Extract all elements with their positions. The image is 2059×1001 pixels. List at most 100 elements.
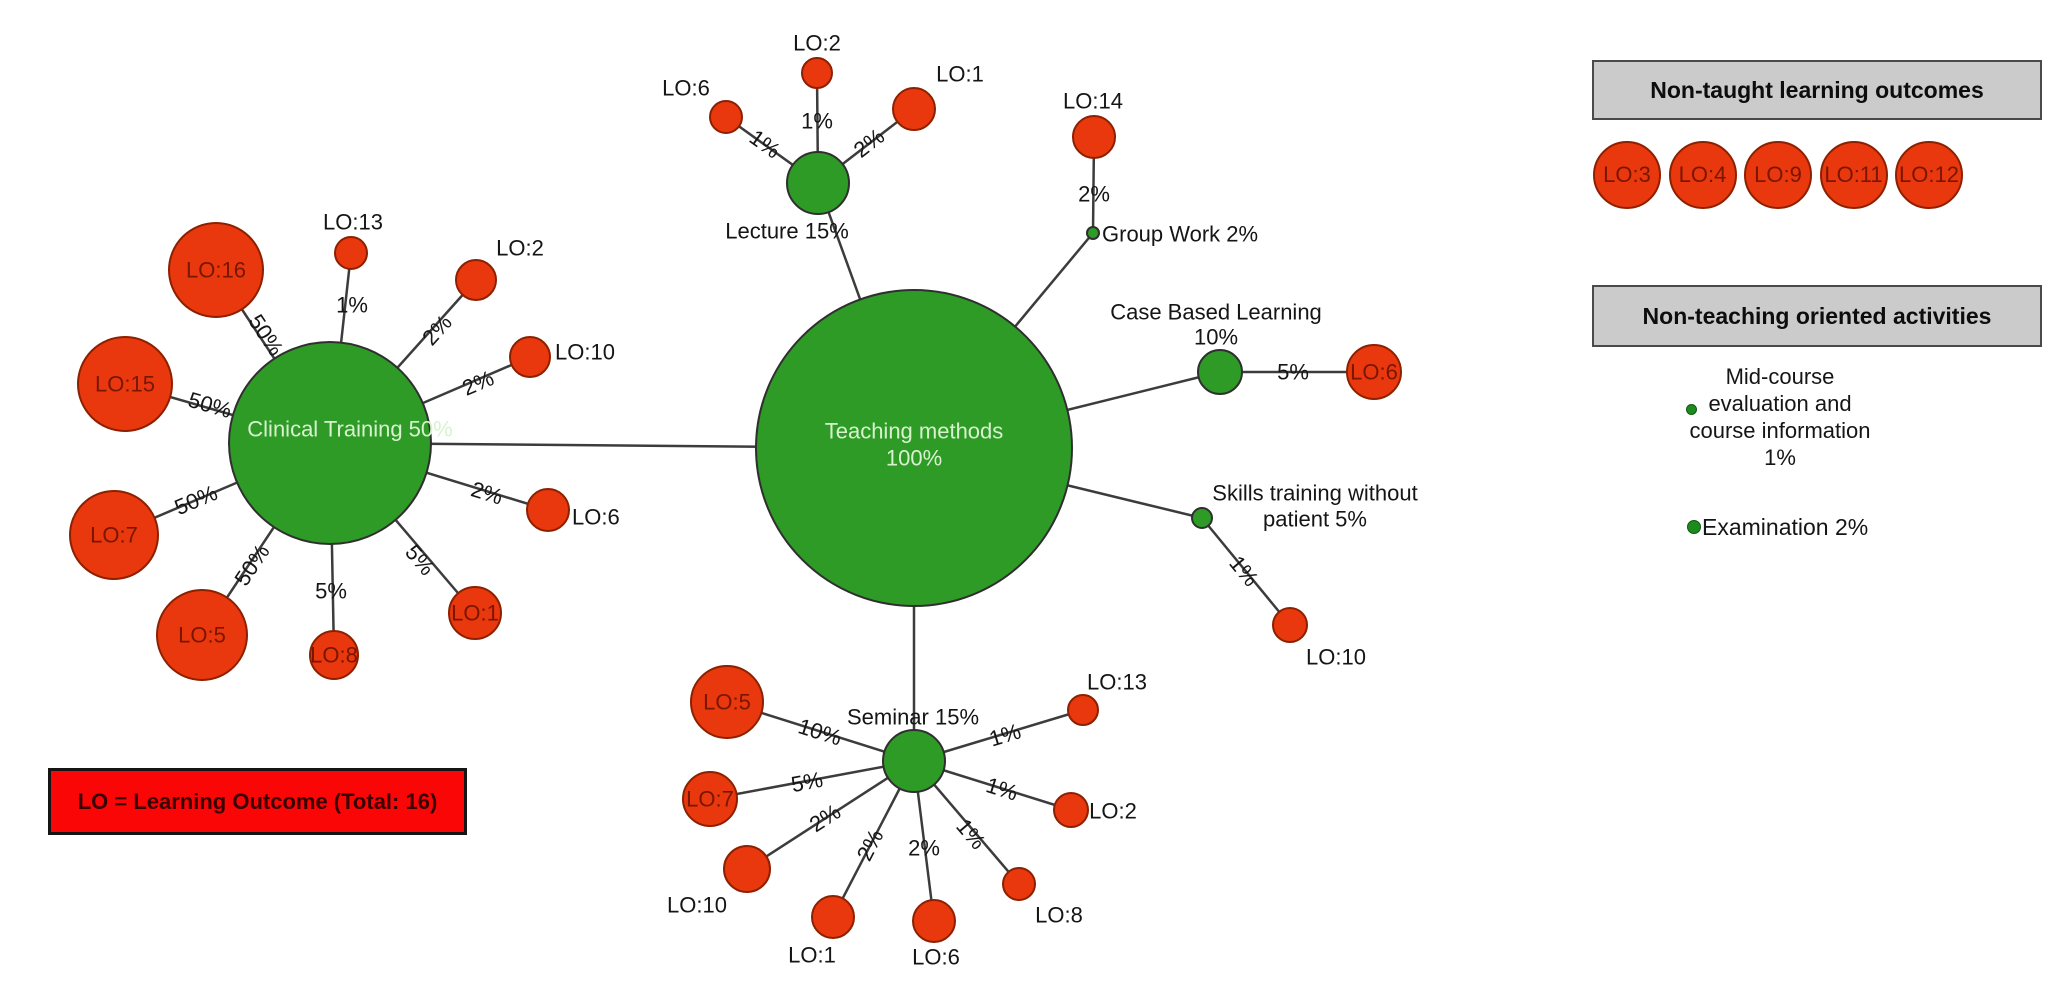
node-label-c_lo2: LO:2 bbox=[496, 236, 544, 261]
node-c_lo10 bbox=[509, 336, 551, 378]
node-label-sem_lo5: LO:5 bbox=[703, 690, 751, 715]
node-c_lo15 bbox=[77, 336, 173, 432]
node-sem_lo8 bbox=[1002, 867, 1036, 901]
legend-outcome-circle: LO:3 bbox=[1593, 141, 1661, 209]
node-sk_lo10 bbox=[1272, 607, 1308, 643]
midcourse-activity-dot-icon bbox=[1686, 404, 1697, 415]
node-label-seminar: Seminar 15% bbox=[847, 705, 979, 730]
node-c_lo5 bbox=[156, 589, 248, 681]
node-label-c_lo1: LO:1 bbox=[451, 601, 499, 626]
node-label-sem_lo13: LO:13 bbox=[1087, 670, 1147, 695]
edge-skills-sk_lo10 bbox=[1201, 517, 1291, 626]
node-skills bbox=[1191, 507, 1213, 529]
node-label-c_lo16: LO:16 bbox=[186, 258, 246, 283]
node-sem_lo1 bbox=[811, 895, 855, 939]
node-sem_lo10 bbox=[723, 845, 771, 893]
examination-activity-label: Examination 2% bbox=[1702, 514, 1869, 540]
node-c_lo7 bbox=[69, 490, 159, 580]
node-label-l_lo1: LO:1 bbox=[936, 62, 984, 87]
node-label-sem_lo8: LO:8 bbox=[1035, 903, 1083, 928]
node-label-l_lo6: LO:6 bbox=[662, 76, 710, 101]
edge-weight-label: 50% bbox=[171, 480, 221, 520]
edge-weight-label: 2% bbox=[852, 825, 889, 865]
node-sem_lo2 bbox=[1053, 792, 1089, 828]
node-label-sem_lo10: LO:10 bbox=[667, 893, 727, 918]
examination-activity-dot-icon bbox=[1687, 520, 1701, 534]
node-label-c_lo15: LO:15 bbox=[95, 372, 155, 397]
edge-weight-label: 10% bbox=[795, 713, 845, 750]
legend-outcome-circle: LO:4 bbox=[1668, 141, 1737, 209]
edge-weight-label: 5% bbox=[789, 767, 825, 797]
node-c_lo2 bbox=[455, 259, 497, 301]
node-casebased bbox=[1197, 349, 1243, 395]
node-label-teaching: Teaching methods bbox=[825, 419, 1004, 444]
node-label-sem_lo1: LO:1 bbox=[788, 943, 836, 968]
node-c_lo6 bbox=[526, 488, 570, 532]
node-label-teaching: 100% bbox=[886, 446, 942, 471]
node-label-sk_lo10: LO:10 bbox=[1306, 645, 1366, 670]
node-l_lo6 bbox=[709, 100, 743, 134]
edge-weight-label: 1% bbox=[336, 293, 368, 318]
edge-weight-label: 2% bbox=[417, 310, 457, 350]
node-l_lo1 bbox=[892, 87, 936, 131]
node-label-c_lo7: LO:7 bbox=[90, 523, 138, 548]
node-label-c_lo5: LO:5 bbox=[178, 623, 226, 648]
edge-weight-label: 5% bbox=[1277, 360, 1309, 385]
edge-weight-label: 1% bbox=[745, 125, 785, 164]
node-label-sem_lo7: LO:7 bbox=[686, 787, 734, 812]
node-label-sem_lo2: LO:2 bbox=[1089, 799, 1137, 824]
midcourse-activity-label: Mid-course evaluation and course informa… bbox=[1664, 363, 1896, 471]
node-sem_lo7 bbox=[682, 771, 738, 827]
node-label-groupwork: Group Work 2% bbox=[1102, 222, 1258, 247]
node-label-g_lo14: LO:14 bbox=[1063, 89, 1123, 114]
node-cb_lo6 bbox=[1346, 344, 1402, 400]
node-l_lo2 bbox=[801, 57, 833, 89]
edge-weight-label: 1% bbox=[801, 109, 833, 134]
node-label-c_lo6: LO:6 bbox=[572, 505, 620, 530]
node-sem_lo6 bbox=[912, 899, 956, 943]
legend-outcome-circle: LO:12 bbox=[1895, 141, 1963, 209]
node-label-clinical: Clinical Training 50% bbox=[247, 417, 452, 442]
node-label-l_lo2: LO:2 bbox=[793, 31, 841, 56]
node-c_lo16 bbox=[168, 222, 264, 318]
node-label-lecture: Lecture 15% bbox=[725, 219, 849, 244]
node-clinical bbox=[228, 341, 432, 545]
node-groupwork bbox=[1086, 226, 1100, 240]
node-label-casebased: 10% bbox=[1194, 325, 1238, 350]
abbreviation-note: LO = Learning Outcome (Total: 16) bbox=[48, 768, 467, 835]
edge-weight-label: 5% bbox=[400, 540, 440, 580]
edge-weight-label: 50% bbox=[243, 310, 288, 361]
edge-seminar-sem_lo7 bbox=[709, 759, 915, 801]
node-teaching bbox=[755, 289, 1073, 607]
legend-outcome-circle: LO:11 bbox=[1819, 141, 1888, 209]
edge-weight-label: 2% bbox=[849, 123, 889, 162]
node-seminar bbox=[882, 729, 946, 793]
node-sem_lo13 bbox=[1067, 694, 1099, 726]
node-label-skills: Skills training without bbox=[1212, 481, 1417, 506]
edge-weight-label: 2% bbox=[1078, 182, 1110, 207]
legend-non-taught-header: Non-taught learning outcomes bbox=[1592, 60, 2042, 120]
edge-weight-label: 1% bbox=[986, 718, 1024, 751]
node-label-skills: patient 5% bbox=[1263, 507, 1367, 532]
node-lecture bbox=[786, 151, 850, 215]
legend-outcome-circle: LO:9 bbox=[1744, 141, 1812, 209]
node-label-cb_lo6: LO:6 bbox=[1350, 360, 1398, 385]
midcourse-line-4: 1% bbox=[1764, 445, 1796, 470]
midcourse-line-1: Mid-course bbox=[1725, 364, 1835, 389]
midcourse-line-2: evaluation and bbox=[1708, 391, 1852, 416]
edge-weight-label: 50% bbox=[185, 387, 234, 423]
edge-weight-label: 1% bbox=[983, 772, 1021, 805]
node-c_lo13 bbox=[334, 236, 368, 270]
edge-seminar-sem_lo10 bbox=[746, 759, 915, 871]
node-label-sem_lo6: LO:6 bbox=[912, 945, 960, 970]
node-label-c_lo13: LO:13 bbox=[323, 210, 383, 235]
edge-weight-label: 1% bbox=[951, 814, 991, 854]
node-g_lo14 bbox=[1072, 115, 1116, 159]
edge-weight-label: 5% bbox=[315, 579, 347, 604]
edge-weight-label: 2% bbox=[805, 799, 845, 837]
node-sem_lo5 bbox=[690, 665, 764, 739]
midcourse-line-3: course information bbox=[1689, 418, 1871, 443]
node-c_lo1 bbox=[448, 586, 502, 640]
